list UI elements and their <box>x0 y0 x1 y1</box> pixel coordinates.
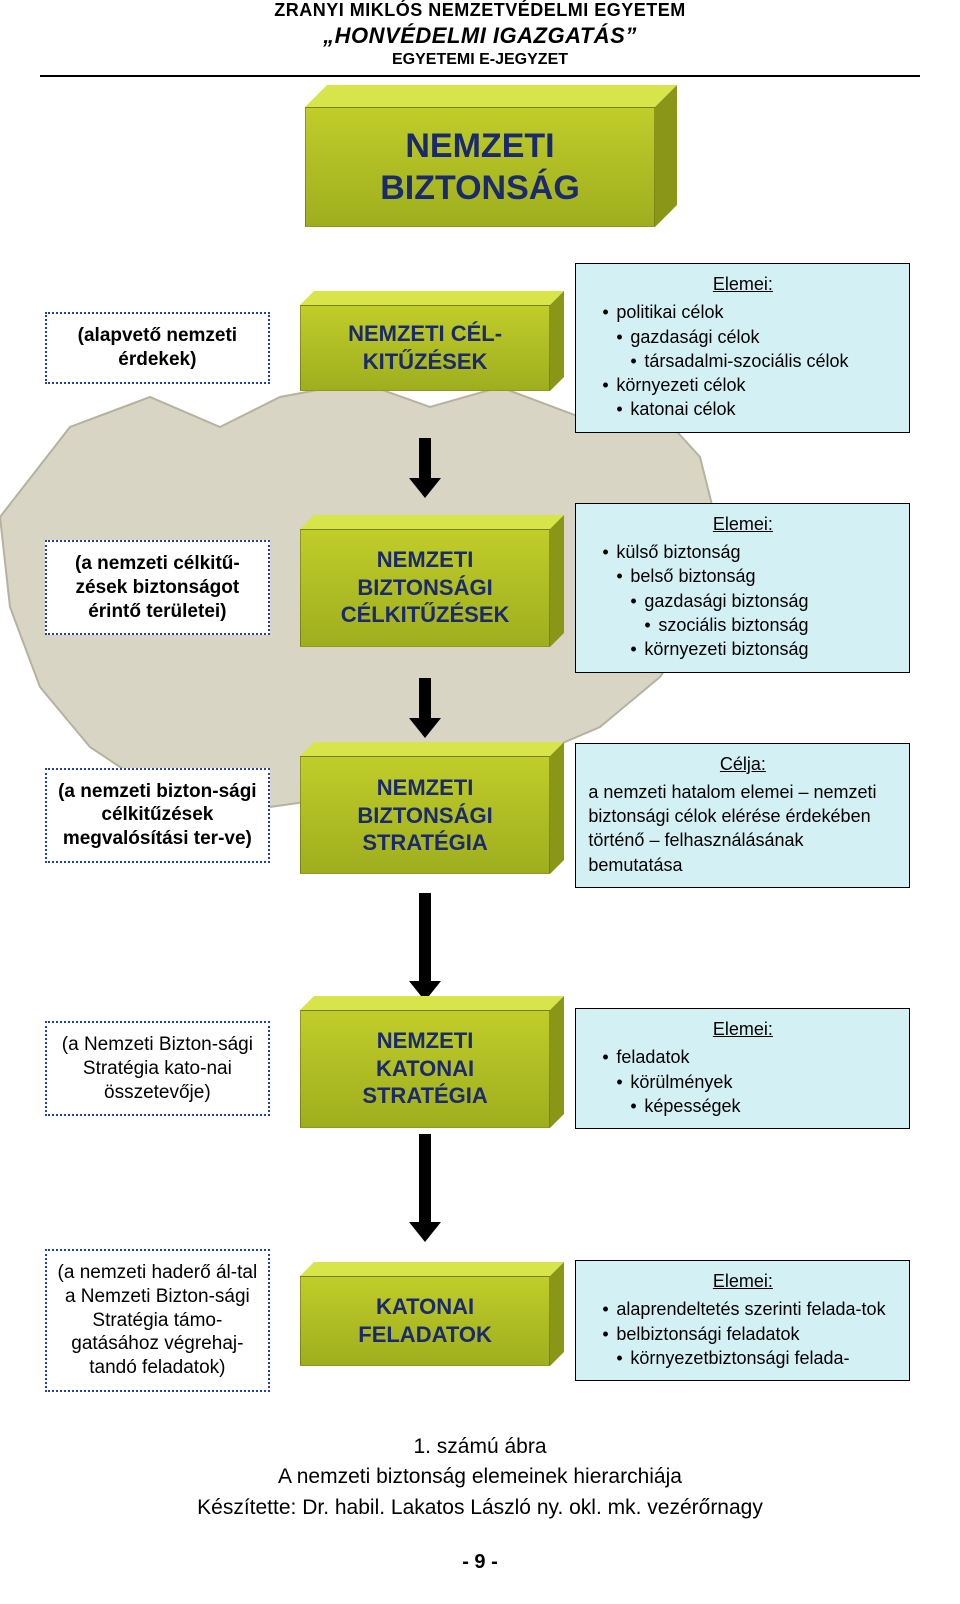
diagram-row: (a nemzeti célkitű-zések biztonságot éri… <box>40 503 920 673</box>
info-box-title: Elemei: <box>588 1269 897 1293</box>
title-block-line1: NEMZETI <box>405 127 554 165</box>
figure-caption: 1. számú ábra A nemzeti biztonság elemei… <box>40 1432 920 1523</box>
info-list-item: katonai célok <box>616 397 897 421</box>
down-arrow-icon <box>416 678 434 738</box>
info-paragraph: a nemzeti hatalom elemei – nemzeti bizto… <box>588 780 897 877</box>
info-box-title: Elemei: <box>588 1017 897 1041</box>
info-box: Elemei: külső biztonságbelső biztonsággaz… <box>575 503 910 673</box>
down-arrow-icon <box>416 1134 434 1244</box>
flow-block-label: NEMZETI CÉL-KITŰZÉSEK <box>348 320 502 375</box>
header-title: „HONVÉDELMI IGAZGATÁS” <box>40 23 920 49</box>
info-list-item: környezetbiztonsági felada- <box>616 1346 897 1370</box>
info-list: politikai célokgazdasági céloktársadalmi… <box>588 300 897 421</box>
flow-block-label: NEMZETIBIZTONSÁGICÉLKITŰZÉSEK <box>341 546 510 629</box>
arrow-row <box>40 888 920 1008</box>
info-list-item: gazdasági célok <box>616 325 897 349</box>
title-block-line2: BIZTONSÁG <box>380 169 580 207</box>
info-list-item: alaprendeltetés szerinti felada-tok <box>602 1297 897 1321</box>
flow-block-label: NEMZETIKATONAISTRATÉGIA <box>362 1027 487 1110</box>
diagram-row: (a nemzeti haderő ál-tal a Nemzeti Bizto… <box>40 1249 920 1392</box>
info-box: Elemei: feladatokkörülményekképességek <box>575 1008 910 1129</box>
caption-line3: Készítette: Dr. habil. Lakatos László ny… <box>40 1493 920 1523</box>
info-box-title: Elemei: <box>588 512 897 536</box>
info-list-item: gazdasági biztonság <box>630 589 897 613</box>
flow-block: NEMZETIBIZTONSÁGISTRATÉGIA <box>300 756 550 874</box>
caption-line2: A nemzeti biztonság elemeinek hierarchiá… <box>40 1462 920 1492</box>
diagram-row: (a Nemzeti Bizton-sági Stratégia kato-na… <box>40 1008 920 1129</box>
info-list-item: társadalmi-szociális célok <box>630 349 897 373</box>
info-list-item: szociális biztonság <box>644 613 897 637</box>
info-list-item: külső biztonság <box>602 540 897 564</box>
arrow-row <box>40 433 920 503</box>
diagram-row: (alapvető nemzeti érdekek) NEMZETI CÉL-KI… <box>40 263 920 433</box>
title-block-label: NEMZETI BIZTONSÁG <box>380 125 580 210</box>
flow-block: NEMZETIBIZTONSÁGICÉLKITŰZÉSEK <box>300 529 550 647</box>
left-note: (a Nemzeti Bizton-sági Stratégia kato-na… <box>45 1021 270 1116</box>
flow-block-label: NEMZETIBIZTONSÁGISTRATÉGIA <box>357 774 492 857</box>
down-arrow-icon <box>416 438 434 498</box>
down-arrow-icon <box>416 893 434 1003</box>
document-header: ZRANYI MIKLÓS NEMZETVÉDELMI EGYETEM „HON… <box>40 0 920 69</box>
title-block: NEMZETI BIZTONSÁG <box>305 107 655 227</box>
flow-block: NEMZETIKATONAISTRATÉGIA <box>300 1010 550 1128</box>
info-list-item: képességek <box>630 1094 897 1118</box>
diagram-rows: NEMZETI BIZTONSÁG (alapvető nemzeti érde… <box>40 107 920 1392</box>
header-institution: ZRANYI MIKLÓS NEMZETVÉDELMI EGYETEM <box>40 0 920 21</box>
diagram: NEMZETI BIZTONSÁG (alapvető nemzeti érde… <box>40 107 920 1392</box>
info-list: külső biztonságbelső biztonsággazdasági … <box>588 540 897 661</box>
left-note: (a nemzeti bizton-sági célkitűzések megv… <box>45 768 270 863</box>
caption-line1: 1. számú ábra <box>40 1432 920 1462</box>
arrow-row <box>40 1129 920 1249</box>
info-box-title: Célja: <box>588 752 897 776</box>
flow-block-label: KATONAIFELADATOK <box>358 1293 492 1348</box>
header-subtitle: EGYETEMI E-JEGYZET <box>40 51 920 69</box>
header-rule <box>40 75 920 77</box>
flow-block: KATONAIFELADATOK <box>300 1276 550 1366</box>
info-list: alaprendeltetés szerinti felada-tokbelbi… <box>588 1297 897 1370</box>
title-row: NEMZETI BIZTONSÁG <box>40 107 920 227</box>
page: ZRANYI MIKLÓS NEMZETVÉDELMI EGYETEM „HON… <box>0 0 960 1604</box>
info-list-item: belbiztonsági feladatok <box>602 1322 897 1346</box>
info-box: Elemei: politikai célokgazdasági céloktár… <box>575 263 910 433</box>
info-list-item: környezeti biztonság <box>630 637 897 661</box>
arrow-row <box>40 673 920 743</box>
page-number: - 9 - <box>40 1551 920 1574</box>
left-note: (a nemzeti célkitű-zések biztonságot éri… <box>45 540 270 635</box>
diagram-row: (a nemzeti bizton-sági célkitűzések megv… <box>40 743 920 888</box>
flow-block: NEMZETI CÉL-KITŰZÉSEK <box>300 305 550 391</box>
left-note: (alapvető nemzeti érdekek) <box>45 312 270 384</box>
info-list: feladatokkörülményekképességek <box>588 1045 897 1118</box>
info-list-item: környezeti célok <box>602 373 897 397</box>
info-list-item: feladatok <box>602 1045 897 1069</box>
info-list-item: politikai célok <box>602 300 897 324</box>
info-box: Célja: a nemzeti hatalom elemei – nemzeti… <box>575 743 910 888</box>
info-box: Elemei: alaprendeltetés szerinti felada-t… <box>575 1260 910 1381</box>
info-list-item: körülmények <box>616 1070 897 1094</box>
info-box-title: Elemei: <box>588 272 897 296</box>
info-list-item: belső biztonság <box>616 564 897 588</box>
left-note: (a nemzeti haderő ál-tal a Nemzeti Bizto… <box>45 1249 270 1392</box>
